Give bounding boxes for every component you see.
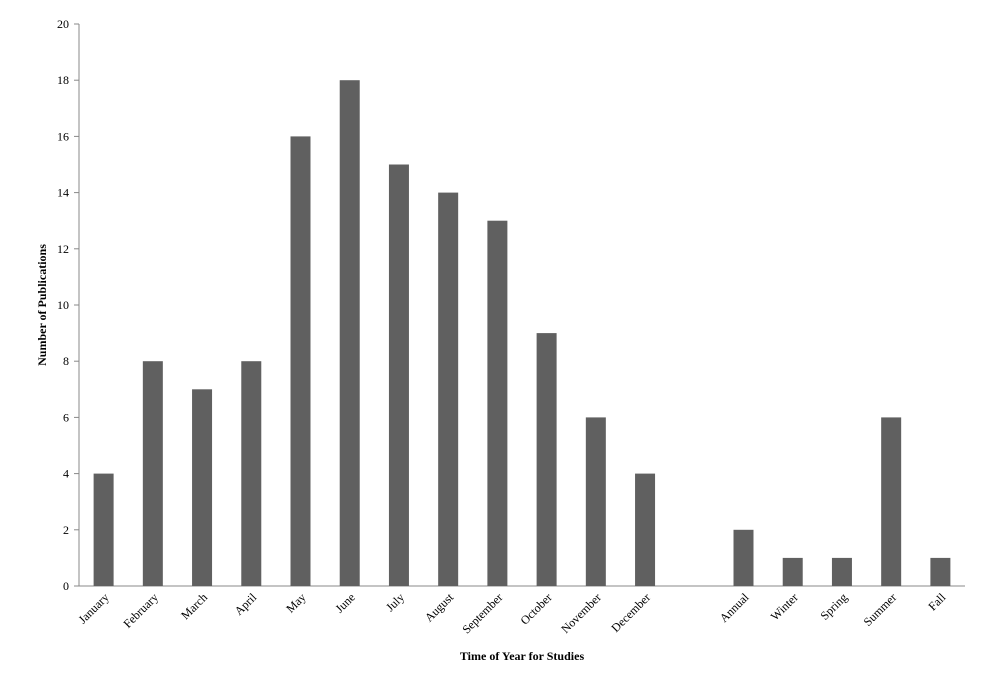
y-tick-label: 10: [57, 298, 69, 312]
bar: [733, 529, 754, 586]
y-tick-label: 2: [63, 523, 69, 537]
y-tick-label: 4: [63, 467, 69, 481]
x-tick-label: Summer: [861, 590, 900, 629]
bar: [782, 557, 803, 586]
y-tick-label: 6: [63, 410, 69, 424]
x-tick-label: October: [517, 590, 554, 627]
x-tick-label: December: [608, 590, 653, 635]
x-tick-label: January: [75, 590, 111, 626]
x-tick-label: Annual: [717, 590, 752, 625]
bar: [388, 164, 409, 586]
x-tick-label: June: [332, 590, 357, 615]
y-tick-label: 18: [57, 73, 69, 87]
x-tick-label: September: [459, 590, 505, 636]
x-tick-label: August: [422, 590, 457, 625]
x-tick-label: Spring: [818, 590, 851, 623]
bar: [241, 361, 262, 586]
y-tick-label: 14: [57, 186, 69, 200]
y-tick-label: 0: [63, 579, 69, 593]
y-tick-label: 12: [57, 242, 69, 256]
x-tick-label: March: [178, 590, 210, 622]
bar: [142, 361, 163, 586]
bar: [635, 473, 656, 586]
x-tick-label: May: [283, 590, 308, 615]
x-tick-label: Winter: [768, 590, 801, 623]
x-tick-label: July: [383, 590, 407, 614]
bar: [290, 136, 311, 586]
y-tick-label: 16: [57, 129, 69, 143]
bar: [881, 417, 902, 586]
x-tick-label: April: [232, 590, 260, 618]
bar: [192, 389, 213, 586]
x-axis-title: Time of Year for Studies: [460, 649, 585, 663]
bar: [487, 220, 508, 586]
x-tick-label: Fall: [925, 590, 949, 614]
x-tick-label: February: [120, 590, 161, 631]
bar: [339, 80, 360, 586]
bar: [438, 192, 459, 586]
bar: [831, 557, 852, 586]
bar: [930, 557, 951, 586]
y-tick-label: 20: [57, 17, 69, 31]
bar: [585, 417, 606, 586]
bar: [536, 333, 557, 586]
y-axis-title: Number of Publications: [35, 244, 49, 366]
bar: [93, 473, 114, 586]
x-tick-label: November: [558, 590, 604, 636]
y-tick-label: 8: [63, 354, 69, 368]
